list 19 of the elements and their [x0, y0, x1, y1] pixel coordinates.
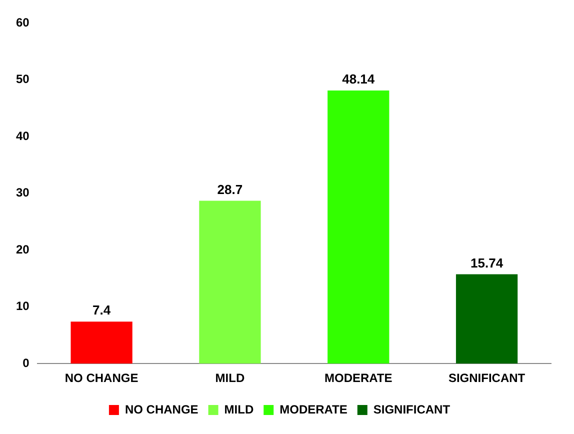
x-tick-label: MILD — [215, 371, 245, 386]
legend-label: SIGNIFICANT — [373, 402, 451, 416]
data-label: 7.4 — [92, 302, 112, 318]
y-tick-label: 60 — [16, 16, 30, 30]
data-label: 28.7 — [217, 182, 243, 197]
legend-label: MILD — [224, 402, 254, 416]
data-label: 15.74 — [470, 255, 504, 270]
x-tick-label: NO CHANGE — [64, 371, 138, 386]
x-tick-label: SIGNIFICANT — [448, 371, 526, 386]
y-tick-label: 10 — [16, 299, 30, 314]
y-tick-label: 0 — [22, 356, 30, 370]
y-tick-label: 50 — [16, 72, 30, 86]
y-tick-label: 20 — [16, 242, 30, 256]
legend-label: NO CHANGE — [124, 402, 198, 416]
y-tick-label: 30 — [16, 186, 30, 200]
x-tick-label: MODERATE — [324, 371, 392, 386]
data-label: 48.14 — [342, 72, 376, 87]
legend-label: MODERATE — [280, 402, 348, 416]
y-tick-label: 40 — [16, 128, 30, 143]
